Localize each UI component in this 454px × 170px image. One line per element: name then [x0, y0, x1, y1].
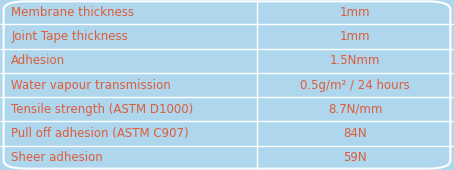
- Text: 1mm: 1mm: [340, 30, 370, 43]
- Text: 1mm: 1mm: [340, 6, 370, 19]
- Text: Joint Tape thickness: Joint Tape thickness: [11, 30, 128, 43]
- Text: 1.5Nmm: 1.5Nmm: [330, 54, 380, 67]
- Text: Tensile strength (ASTM D1000): Tensile strength (ASTM D1000): [11, 103, 193, 116]
- Text: 59N: 59N: [343, 151, 367, 164]
- Text: 0.5g/m² / 24 hours: 0.5g/m² / 24 hours: [301, 79, 410, 91]
- Text: Adhesion: Adhesion: [11, 54, 65, 67]
- Text: 84N: 84N: [343, 127, 367, 140]
- Text: Membrane thickness: Membrane thickness: [11, 6, 134, 19]
- Text: Sheer adhesion: Sheer adhesion: [11, 151, 103, 164]
- Text: Water vapour transmission: Water vapour transmission: [11, 79, 171, 91]
- Text: 8.7N/mm: 8.7N/mm: [328, 103, 382, 116]
- Text: Pull off adhesion (ASTM C907): Pull off adhesion (ASTM C907): [11, 127, 189, 140]
